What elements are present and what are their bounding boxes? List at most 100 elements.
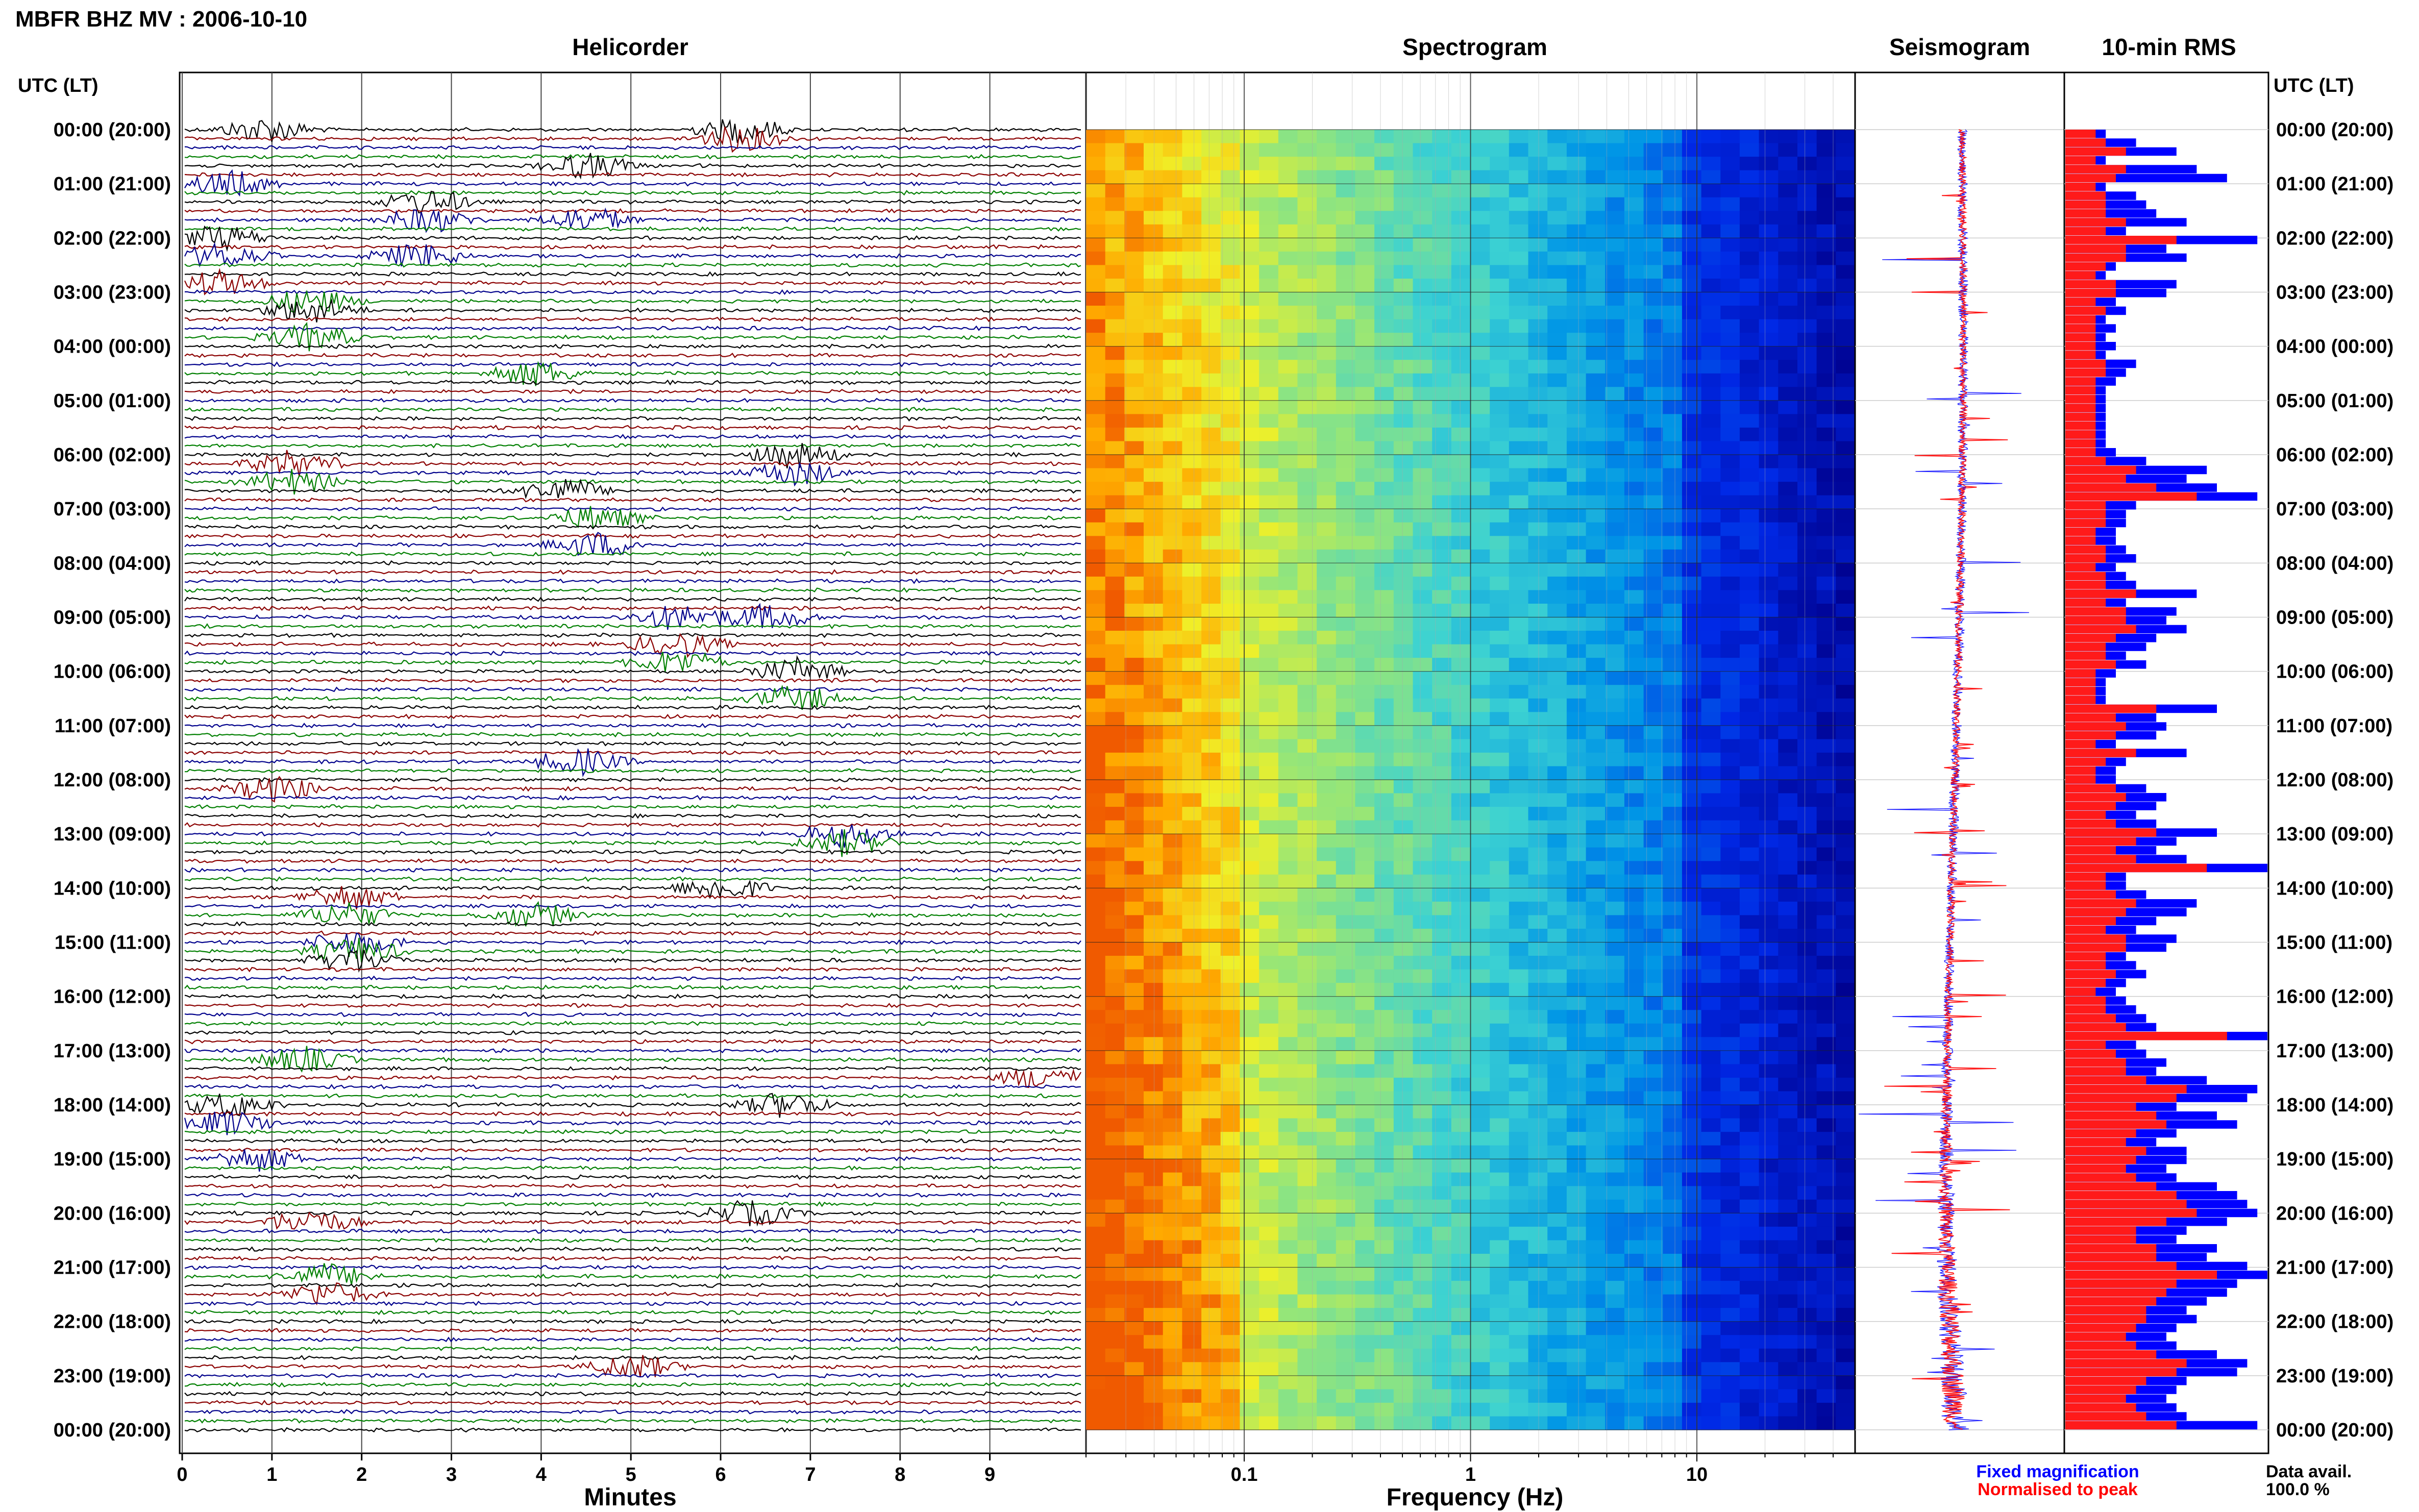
- spectrogram-cell: [1086, 1308, 1106, 1322]
- spectrogram-cell: [1816, 143, 1836, 157]
- spectrogram-cell: [1086, 1145, 1106, 1159]
- spectrogram-cell: [1547, 184, 1567, 198]
- spectrogram-cell: [1086, 793, 1106, 807]
- spectrogram-cell: [1624, 482, 1644, 496]
- spectrogram-cell: [1086, 1402, 1106, 1417]
- spectrogram-cell: [1490, 238, 1510, 252]
- rms-bar-normalised: [2065, 749, 2136, 757]
- rms-bar-normalised: [2065, 625, 2136, 634]
- spectrogram-cell: [1509, 482, 1529, 496]
- spectrogram-cell: [1605, 915, 1625, 929]
- spectrogram-cell: [1182, 360, 1202, 374]
- spectrogram-cell: [1509, 1362, 1529, 1376]
- spectrogram-cell: [1220, 319, 1240, 333]
- helicorder-trace: [184, 560, 1081, 566]
- spectrogram-cell: [1451, 617, 1471, 631]
- spectrogram-cell: [1509, 874, 1529, 888]
- spectrogram-cell: [1374, 780, 1394, 794]
- spectrogram-cell: [1566, 617, 1587, 631]
- spectrogram-cell: [1836, 1348, 1856, 1362]
- spectrogram-cell: [1528, 1321, 1548, 1335]
- spectrogram-cell: [1413, 807, 1433, 821]
- spectrogram-cell: [1720, 1254, 1740, 1268]
- spectrogram-cell: [1317, 942, 1337, 956]
- spectrogram-cell: [1663, 251, 1683, 265]
- spectrogram-cell: [1124, 780, 1144, 794]
- spectrogram-cell: [1336, 1105, 1356, 1119]
- helicorder-frame: [179, 71, 1087, 1454]
- helicorder-trace: [184, 1068, 1081, 1088]
- spectrogram-cell: [1836, 631, 1856, 645]
- spectrogram-cell: [1451, 1037, 1471, 1051]
- spectrogram-cell: [1605, 1267, 1625, 1281]
- spectrogram-cell: [1220, 685, 1240, 699]
- helicorder-trace: [184, 169, 1081, 197]
- time-label-left: 18:00 (14:00): [54, 1095, 171, 1116]
- spectrogram-cell: [1163, 793, 1182, 807]
- spectrogram-cell: [1240, 1348, 1260, 1362]
- spectrogram-cell: [1297, 170, 1317, 184]
- spectrogram-cell: [1297, 942, 1317, 956]
- spectrogram-cell: [1355, 1267, 1375, 1281]
- spectrogram-cell: [1413, 414, 1433, 428]
- spectrogram-cell: [1816, 265, 1836, 279]
- spectrogram-cell: [1144, 780, 1164, 794]
- spectrogram-cell: [1182, 820, 1202, 834]
- spectrogram-cell: [1163, 1105, 1182, 1119]
- spectrogram-cell: [1336, 1254, 1356, 1268]
- spectrogram-cell: [1624, 292, 1644, 306]
- spectrogram-cell: [1220, 1402, 1240, 1417]
- spectrogram-cell: [1220, 1267, 1240, 1281]
- spectrogram-cell: [1566, 942, 1587, 956]
- spectrogram-cell: [1547, 279, 1567, 293]
- spectrogram-cell: [1663, 360, 1683, 374]
- spectrogram-cell: [1701, 319, 1721, 333]
- spectrogram-cell: [1586, 1145, 1606, 1159]
- spectrogram-cell: [1586, 251, 1606, 265]
- spectrogram-cell: [1413, 725, 1433, 739]
- spectrogram-cell: [1374, 1294, 1394, 1308]
- spectrogram-cell: [1739, 888, 1760, 902]
- spectrogram-cell: [1297, 1362, 1317, 1376]
- spectrogram-cell: [1259, 617, 1279, 631]
- spectrogram-cell: [1182, 184, 1202, 198]
- spectrogram-cell: [1663, 861, 1683, 875]
- spectrogram-cell: [1259, 807, 1279, 821]
- spectrogram-cell: [1374, 441, 1394, 455]
- spectrogram-cell: [1720, 265, 1740, 279]
- spectrogram-cell: [1739, 414, 1760, 428]
- spectrogram-cell: [1336, 251, 1356, 265]
- spectrogram-cell: [1240, 1375, 1260, 1390]
- helicorder-trace: [184, 678, 1081, 683]
- spectrogram-cell: [1566, 1294, 1587, 1308]
- spectrogram-cell: [1259, 671, 1279, 685]
- spectrogram-cell: [1259, 238, 1279, 252]
- spectrogram-cell: [1105, 617, 1125, 631]
- spectrogram-cell: [1778, 969, 1798, 983]
- spectrogram-cell: [1586, 1335, 1606, 1349]
- spectrogram-cell: [1336, 509, 1356, 523]
- spectrogram-cell: [1182, 888, 1202, 902]
- spectrogram-cell: [1797, 807, 1817, 821]
- spectrogram-cell: [1470, 658, 1490, 672]
- spectrogram-cell: [1586, 333, 1606, 347]
- spectrogram-cell: [1624, 1389, 1644, 1403]
- spectrogram-cell: [1701, 211, 1721, 225]
- spectrogram-cell: [1355, 251, 1375, 265]
- spectrogram-cell: [1797, 1294, 1817, 1308]
- spectrogram-cell: [1144, 1172, 1164, 1186]
- spectrogram-cell: [1278, 1105, 1298, 1119]
- spectrogram-cell: [1470, 468, 1490, 482]
- helicorder-trace: [184, 497, 1081, 503]
- spectrogram-cell: [1836, 604, 1856, 618]
- spectrogram-cell: [1182, 1010, 1202, 1024]
- spectrogram-cell: [1547, 1389, 1567, 1403]
- spectrogram-cell: [1797, 279, 1817, 293]
- spectrogram-cell: [1490, 522, 1510, 536]
- spectrogram-cell: [1720, 1105, 1740, 1119]
- spectrogram-cell: [1124, 956, 1144, 970]
- spectrogram-cell: [1586, 468, 1606, 482]
- spectrogram-cell: [1605, 400, 1625, 414]
- helicorder-trace: [184, 1093, 1081, 1118]
- spectrogram-cell: [1547, 983, 1567, 997]
